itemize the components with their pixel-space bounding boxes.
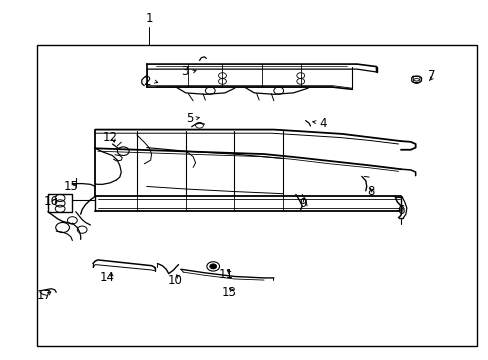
Text: 12: 12 — [102, 131, 117, 144]
Text: 6: 6 — [396, 204, 404, 217]
Text: 10: 10 — [167, 274, 182, 287]
Text: 14: 14 — [100, 271, 115, 284]
Text: 9: 9 — [299, 197, 306, 210]
Text: 15: 15 — [63, 180, 78, 193]
Text: 3: 3 — [181, 65, 188, 78]
Circle shape — [209, 264, 216, 269]
Text: 5: 5 — [185, 112, 193, 125]
Text: 17: 17 — [37, 289, 51, 302]
Bar — [37, 45, 476, 346]
Text: 1: 1 — [145, 12, 153, 25]
Text: 11: 11 — [218, 268, 233, 281]
Text: 16: 16 — [44, 195, 59, 208]
Text: 8: 8 — [366, 185, 374, 198]
Text: 7: 7 — [427, 69, 434, 82]
Text: 13: 13 — [221, 286, 236, 299]
Text: 2: 2 — [142, 75, 150, 87]
Text: 4: 4 — [318, 117, 326, 130]
